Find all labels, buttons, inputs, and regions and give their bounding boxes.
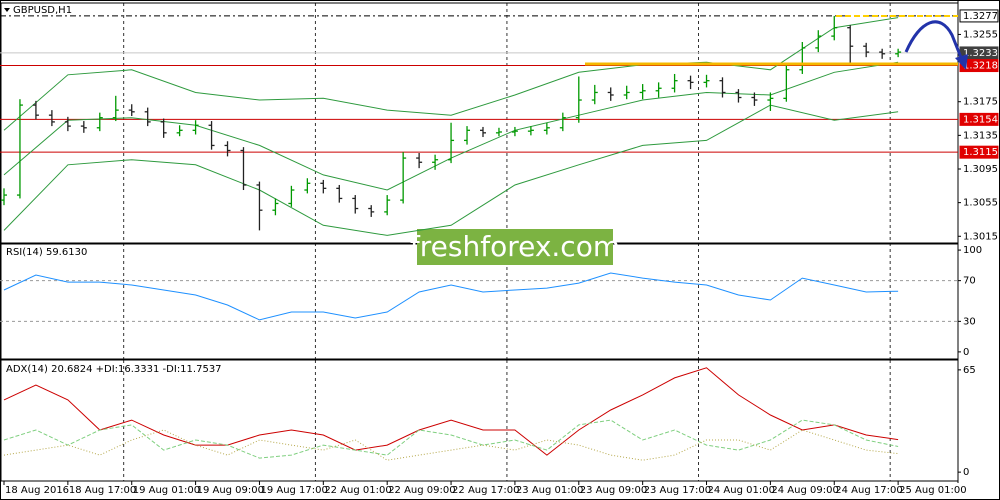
price-label: 1.3154 <box>963 114 998 125</box>
x-tick-label: 23 Aug 17:00 <box>644 485 711 496</box>
price-label-box <box>959 9 999 23</box>
panel-title: RSI(14) 59.6130 <box>6 247 87 258</box>
y-tick-label: 1.3135 <box>963 130 998 141</box>
x-tick-label: 18 Aug 2016 <box>5 485 69 496</box>
price-label-box <box>959 145 999 159</box>
price-label-box <box>959 59 999 73</box>
x-tick-label: 19 Aug 17:00 <box>260 485 327 496</box>
x-tick-label: 25 Aug 01:00 <box>899 485 966 496</box>
forecast-arrow <box>904 20 964 61</box>
price-label: 1.3277 <box>963 11 998 22</box>
y-tick-label: 0 <box>963 467 969 478</box>
x-tick-label: 23 Aug 09:00 <box>580 485 647 496</box>
y-tick-label: 70 <box>963 276 976 287</box>
title-marker <box>4 8 10 12</box>
price-label: 1.3218 <box>963 61 998 72</box>
x-tick-label: 23 Aug 01:00 <box>516 485 583 496</box>
panel-title: ADX(14) 20.6824 +DI:16.3331 -DI:11.7537 <box>6 364 222 375</box>
watermark: freshforex.com <box>410 230 620 263</box>
y-tick-label: 1.3095 <box>963 164 998 175</box>
indicator-line <box>3 104 899 236</box>
y-tick-label: 1.3175 <box>963 97 998 108</box>
price-label: 1.3233 <box>963 48 998 59</box>
x-tick-label: 24 Aug 17:00 <box>835 485 902 496</box>
chart-title: GBPUSD,H1 <box>13 5 72 16</box>
price-label: 1.3115 <box>963 147 998 158</box>
y-tick-label: 0 <box>963 347 969 358</box>
x-tick-label: 22 Aug 09:00 <box>388 485 455 496</box>
y-tick-label: 1.3055 <box>963 198 998 209</box>
x-tick-label: 24 Aug 09:00 <box>771 485 838 496</box>
indicator-line <box>3 272 899 321</box>
watermark-box <box>417 229 613 265</box>
forecast-arrowhead <box>955 54 968 70</box>
price-label-box <box>959 112 999 126</box>
indicator-line <box>3 17 899 131</box>
y-tick-label: 30 <box>963 316 976 327</box>
x-tick-label: 19 Aug 01:00 <box>133 485 200 496</box>
x-tick-label: 22 Aug 01:00 <box>324 485 391 496</box>
y-tick-label: 1.3015 <box>963 231 998 242</box>
y-tick-label: 1.3255 <box>963 29 998 40</box>
y-tick-label: 100 <box>963 245 982 256</box>
x-tick-label: 22 Aug 17:00 <box>452 485 519 496</box>
x-tick-label: 19 Aug 09:00 <box>197 485 264 496</box>
indicator-line <box>3 367 899 456</box>
indicator-line <box>3 419 899 459</box>
x-tick-label: 24 Aug 01:00 <box>708 485 775 496</box>
indicator-line <box>3 429 899 461</box>
y-tick-label: 65 <box>963 365 976 376</box>
x-tick-label: 18 Aug 17:00 <box>69 485 136 496</box>
